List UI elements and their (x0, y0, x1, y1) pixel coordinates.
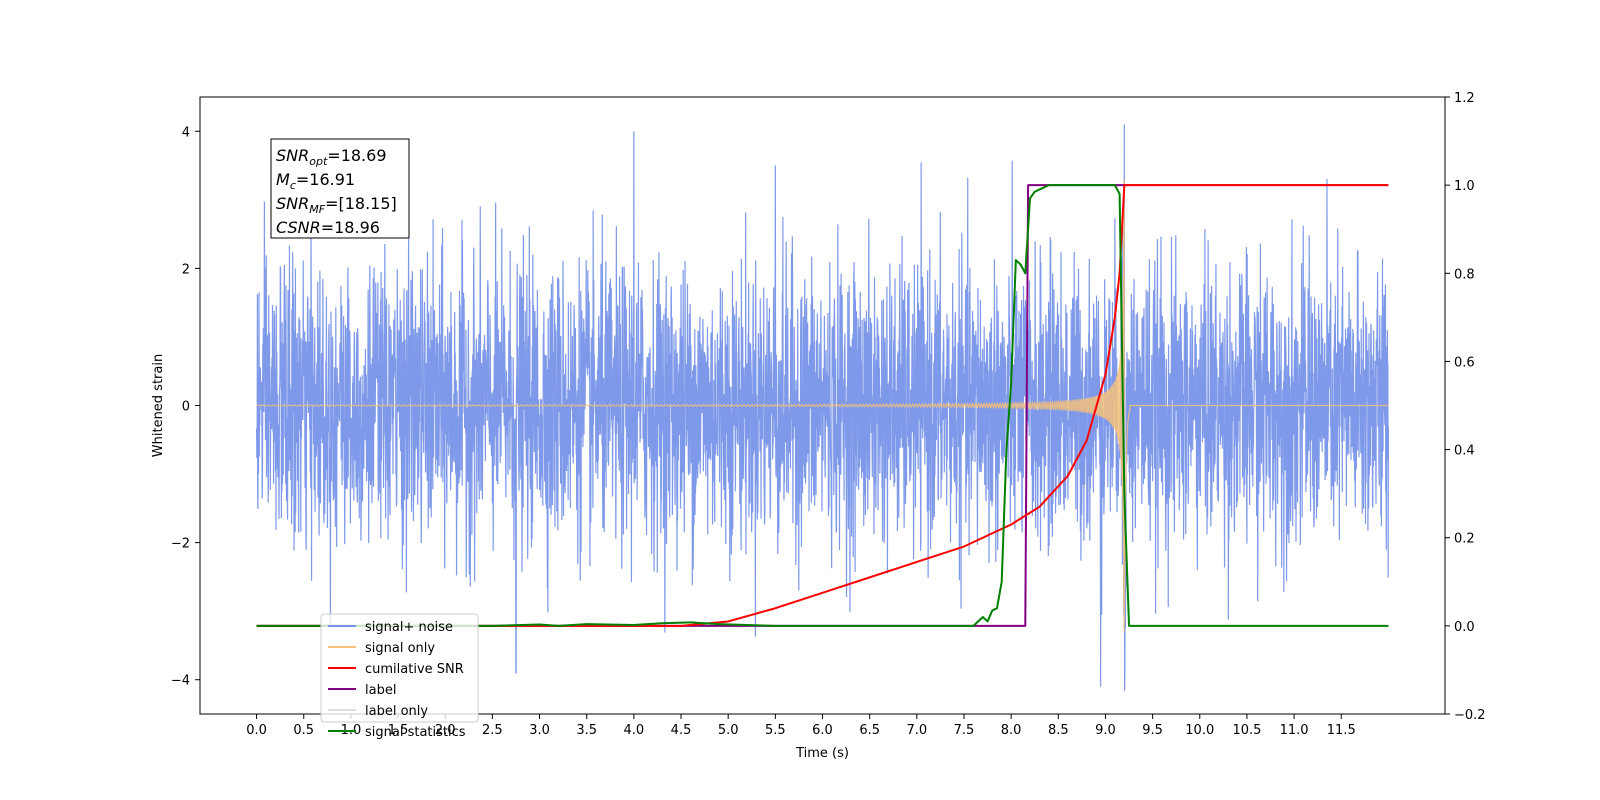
legend-frame (320, 613, 479, 723)
legend-label: cumilative SNR (365, 662, 464, 677)
legend-label: signal+ noise (365, 620, 453, 635)
x-tick-label: 7.0 (906, 723, 927, 738)
x-tick-label: 3.0 (529, 723, 550, 738)
x-tick-label: 4.0 (624, 723, 645, 738)
x-tick-label: 9.5 (1142, 723, 1163, 738)
x-tick-label: 0.5 (293, 723, 314, 738)
y-tick-label: −2 (171, 537, 190, 552)
annotation-frame (270, 138, 410, 239)
y-tick-label: −4 (171, 674, 190, 689)
legend: signal+ noise signal only cumilative SNR la… (320, 613, 479, 740)
x-tick-label: 9.0 (1095, 723, 1116, 738)
x-tick-label: 5.0 (718, 723, 739, 738)
x-tick-label: 1.5 (388, 723, 409, 738)
legend-label: signal statistics (365, 725, 466, 740)
x-tick-label: 7.5 (954, 723, 975, 738)
axes-layer: 0.0 0.5 1.0 1.5 2.0 2.5 3.0 3.5 4.0 4.5 5.0 5.5 6.0 6… (151, 91, 1486, 761)
annotation-line: SNRMF=[18.15] (276, 194, 397, 216)
x-tick-label: 11.5 (1327, 723, 1356, 738)
series-layer (255, 124, 1390, 691)
x-tick-label: 2.0 (435, 723, 456, 738)
legend-label: signal only (365, 641, 435, 656)
y2-tick-label: 0.0 (1454, 620, 1475, 635)
y2-tick-label: 0.6 (1454, 355, 1475, 370)
y2-tick-label: −0.2 (1454, 708, 1486, 723)
legend-label: label (365, 683, 396, 698)
y-tick-label: 0 (182, 400, 190, 415)
series-signal-statistics (256, 184, 1389, 627)
legend-label: label only (365, 704, 428, 719)
x-tick-label: 2.5 (482, 723, 503, 738)
x-tick-label: 10.5 (1232, 723, 1261, 738)
x-tick-label: 11.0 (1280, 723, 1309, 738)
y2-tick-label: 1.2 (1454, 91, 1475, 106)
x-tick-label: 10.0 (1185, 723, 1214, 738)
x-axis-label: Time (s) (795, 746, 849, 761)
annotation-line: Mc=16.91 (276, 170, 355, 192)
y-tick-label: 4 (182, 125, 190, 140)
x-tick-label: 4.5 (671, 723, 692, 738)
x-tick-label: 8.5 (1048, 723, 1069, 738)
y2-tick-label: 0.2 (1454, 532, 1475, 547)
y-tick-label: 2 (182, 262, 190, 277)
x-tick-label: 6.5 (859, 723, 880, 738)
series-signal-plus-noise (255, 124, 1390, 691)
x-tick-label: 6.0 (812, 723, 833, 738)
series-signal-only (256, 180, 1389, 631)
y2-tick-label: 1.0 (1454, 179, 1475, 194)
y2-tick-label: 0.8 (1454, 267, 1475, 282)
annotation-line: CSNR=18.96 (276, 218, 380, 237)
annotation-line: SNRopt=18.69 (276, 146, 387, 168)
x-tick-label: 8.0 (1001, 723, 1022, 738)
y2-tick-label: 0.4 (1454, 444, 1475, 459)
y-axis-label: Whitened strain (151, 354, 166, 457)
x-tick-label: 3.5 (576, 723, 597, 738)
x-tick-label: 5.5 (765, 723, 786, 738)
series-cumulative-snr (256, 184, 1389, 627)
x-tick-label: 0.0 (246, 723, 267, 738)
